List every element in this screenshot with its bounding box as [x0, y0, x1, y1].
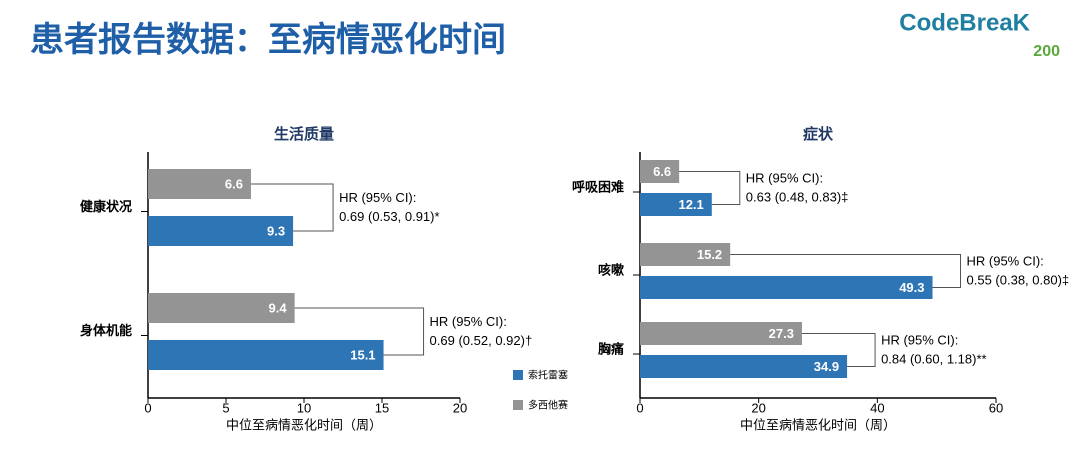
hr-annotation: HR (95% CI):	[430, 314, 507, 329]
bar	[148, 293, 295, 323]
logo-name: CodeBreaK	[899, 9, 1030, 36]
hr-annotation: 0.69 (0.53, 0.91)*	[339, 209, 439, 224]
bar	[148, 340, 384, 370]
hr-annotation: HR (95% CI):	[746, 170, 823, 185]
value-label: 9.3	[267, 223, 285, 238]
x-tick-label: 20	[751, 400, 765, 415]
value-label: 15.2	[697, 247, 722, 262]
x-axis-label: 中位至病情恶化时间（周）	[226, 417, 382, 432]
x-tick-label: 5	[222, 400, 229, 415]
x-axis-label: 中位至病情恶化时间（周）	[740, 417, 896, 432]
hr-bracket	[679, 171, 741, 205]
value-label: 6.6	[653, 164, 671, 179]
category-label: 健康状况	[80, 199, 132, 214]
legend-swatch	[513, 370, 523, 380]
bar	[640, 243, 731, 266]
hr-annotation: HR (95% CI):	[339, 190, 416, 205]
legend-swatch	[513, 400, 523, 410]
value-label: 12.1	[678, 197, 703, 212]
bar	[148, 169, 251, 199]
hr-annotation: 0.69 (0.52, 0.92)†	[430, 333, 533, 348]
x-tick-label: 20	[453, 400, 467, 415]
slide-title: 患者报告数据：至病情恶化时间	[30, 21, 506, 59]
bar	[640, 160, 680, 183]
value-label: 49.3	[899, 280, 924, 295]
x-tick-label: 15	[375, 400, 389, 415]
hr-bracket	[730, 254, 962, 288]
hr-annotation: HR (95% CI):	[881, 332, 958, 347]
category-label: 胸痛	[598, 341, 624, 356]
bar	[640, 276, 933, 299]
hr-bracket	[801, 333, 876, 367]
hr-annotation: 0.63 (0.48, 0.83)‡	[746, 189, 849, 204]
category-label: 咳嗽	[598, 262, 624, 277]
x-tick-label: 0	[144, 400, 151, 415]
category-label: 呼吸困难	[572, 179, 624, 194]
hr-annotation: 0.84 (0.60, 1.18)**	[881, 351, 987, 366]
legend-label: 多西他赛	[528, 399, 568, 412]
logo-number: 200	[1033, 43, 1060, 60]
bar	[640, 193, 712, 216]
hr-bracket	[250, 183, 334, 232]
hr-annotation: 0.55 (0.38, 0.80)‡	[967, 272, 1070, 287]
hr-bracket	[294, 307, 425, 356]
hr-annotation: HR (95% CI):	[967, 253, 1044, 268]
category-label: 身体机能	[80, 323, 132, 338]
bar	[148, 216, 294, 246]
value-label: 27.3	[769, 326, 794, 341]
value-label: 15.1	[350, 347, 375, 362]
chart-title: 生活质量	[274, 125, 334, 143]
x-tick-label: 60	[989, 400, 1003, 415]
legend-label: 索托雷塞	[528, 369, 568, 382]
bar	[640, 322, 802, 345]
x-tick-label: 0	[636, 400, 643, 415]
x-tick-label: 40	[870, 400, 884, 415]
value-label: 34.9	[814, 359, 839, 374]
value-label: 9.4	[269, 300, 288, 315]
value-label: 6.6	[225, 176, 243, 191]
bar	[640, 355, 848, 378]
x-tick-label: 10	[297, 400, 311, 415]
chart-title: 症状	[803, 125, 834, 143]
